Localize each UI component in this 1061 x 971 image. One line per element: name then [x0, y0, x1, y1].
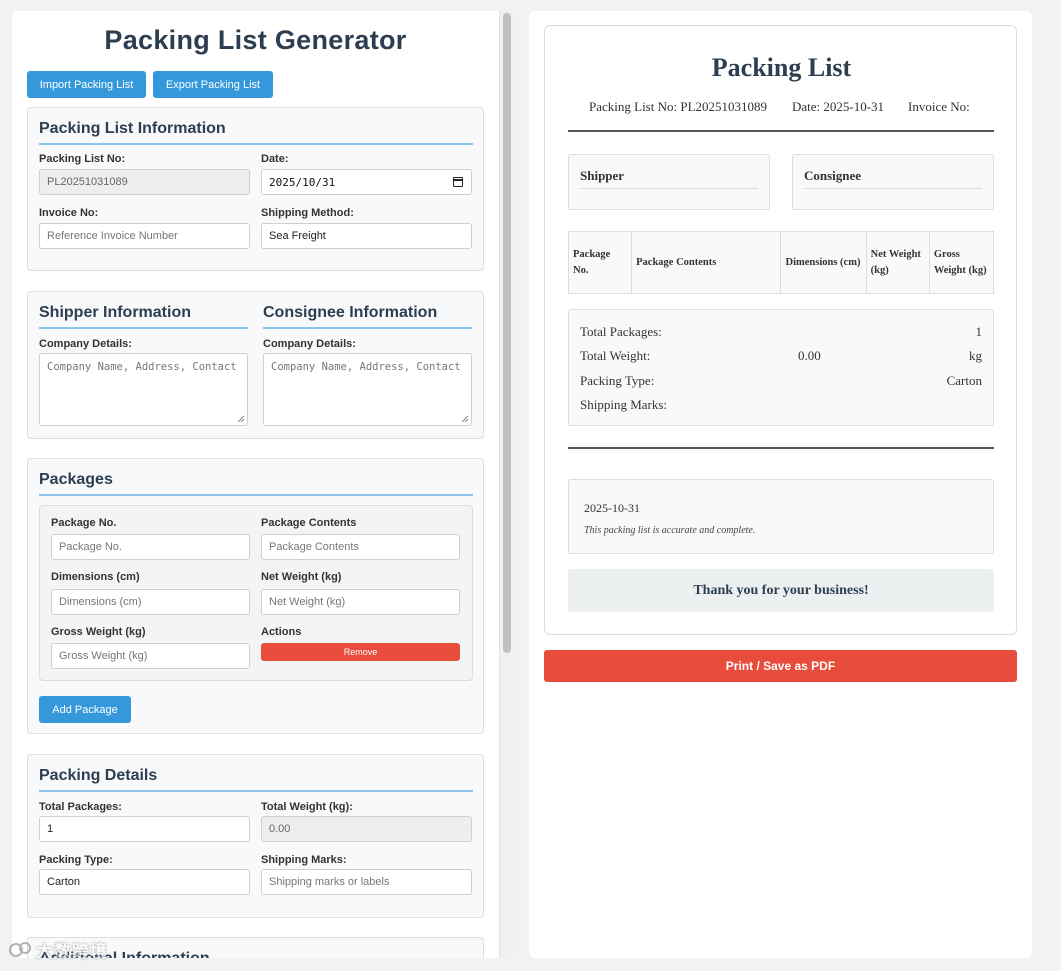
invoice-label: Invoice No:: [39, 207, 99, 219]
footer-note: This packing list is accurate and comple…: [584, 525, 756, 536]
page-title: Packing List Generator: [104, 25, 407, 55]
scrollbar-thumb[interactable]: [503, 13, 511, 653]
summary-packing-type-value: Carton: [946, 373, 982, 388]
calendar-icon[interactable]: [453, 177, 463, 187]
table-header: Dimensions (cm): [780, 231, 867, 294]
table-header: Net Weight (kg): [865, 231, 930, 294]
consignee-company-placeholder: Company Name, Address, Contact: [271, 361, 461, 373]
document-invoice: Invoice No:: [908, 99, 970, 114]
editor-scroll-area: Packing List Generator Import Packing Li…: [12, 11, 499, 958]
table-header: Package No.: [567, 231, 633, 294]
net-weight-label: Net Weight (kg): [261, 571, 342, 583]
import-button[interactable]: Import Packing List: [27, 71, 146, 98]
packages-section: Packages Package No. Package No. Package…: [27, 458, 484, 734]
net-weight-field[interactable]: Net Weight (kg): [261, 589, 460, 615]
actions-label: Actions: [261, 626, 302, 638]
document-title: Packing List: [711, 53, 852, 82]
divider: [568, 447, 994, 449]
consignee-company-textarea[interactable]: Company Name, Address, Contact: [263, 353, 472, 426]
summary-total-weight-unit: kg: [969, 348, 982, 363]
thank-you-banner: Thank you for your business!: [568, 569, 994, 612]
total-weight-field[interactable]: 0.00: [261, 816, 472, 842]
watermark: 大数跨境: [8, 937, 108, 962]
export-button[interactable]: Export Packing List: [153, 71, 273, 98]
packing-no-label: Packing List No:: [39, 153, 126, 165]
footer-date: 2025-10-31: [584, 501, 640, 515]
print-button[interactable]: Print / Save as PDF: [544, 650, 1017, 682]
dimensions-field[interactable]: Dimensions (cm): [51, 589, 250, 615]
packing-details-section: Packing Details Total Packages: 1 Total …: [27, 754, 484, 918]
consignee-heading: Consignee: [804, 168, 862, 183]
parties-section: Shipper Information Consignee Informatio…: [27, 291, 484, 439]
packing-no-field[interactable]: PL20251031089: [39, 169, 250, 195]
packing-list-document: Packing List Packing List No: PL20251031…: [544, 25, 1017, 635]
gross-weight-label: Gross Weight (kg): [51, 626, 146, 638]
summary-total-packages-label: Total Packages:: [580, 324, 662, 339]
scrollbar[interactable]: [499, 11, 514, 958]
section-title: Packing List Information: [39, 120, 473, 145]
summary-total-weight-value: 0.00: [798, 348, 821, 363]
shipping-method-label: Shipping Method:: [261, 207, 354, 219]
summary-box: Total Packages: 1 Total Weight: 0.00 kg …: [568, 309, 994, 426]
section-title: Packages: [39, 471, 473, 496]
table-header: Gross Weight (kg): [928, 231, 995, 294]
divider: [568, 130, 994, 132]
date-value: 2025/10/31: [269, 175, 336, 189]
summary-shipping-marks-label: Shipping Marks:: [580, 397, 668, 412]
shipping-marks-field[interactable]: Shipping marks or labels: [261, 869, 472, 895]
packages-table: Package No. Package Contents Dimensions …: [567, 231, 995, 294]
watermark-text: 大数跨境: [36, 942, 108, 961]
summary-packing-type-label: Packing Type:: [580, 373, 655, 388]
dimensions-label: Dimensions (cm): [51, 571, 140, 583]
consignee-section-title: Consignee Information: [263, 304, 472, 329]
package-contents-label: Package Contents: [261, 517, 357, 529]
total-packages-field[interactable]: 1: [39, 816, 250, 842]
section-title: Additional Information: [39, 950, 473, 958]
shipper-company-label: Company Details:: [39, 338, 132, 350]
invoice-field[interactable]: Reference Invoice Number: [39, 223, 250, 249]
resize-grip-icon[interactable]: [237, 415, 245, 423]
total-packages-label: Total Packages:: [39, 801, 122, 813]
package-no-label: Package No.: [51, 517, 117, 529]
shipper-company-placeholder: Company Name, Address, Contact: [47, 361, 237, 373]
divider: [804, 188, 982, 189]
packing-type-field[interactable]: Carton: [39, 869, 250, 895]
packing-info-section: Packing List Information Packing List No…: [27, 107, 484, 271]
summary-total-packages-value: 1: [975, 324, 983, 339]
document-number: Packing List No: PL20251031089: [589, 99, 768, 114]
date-label: Date:: [261, 153, 289, 165]
summary-total-weight-label: Total Weight:: [580, 348, 651, 363]
shipper-heading: Shipper: [580, 168, 625, 183]
section-title: Packing Details: [39, 767, 473, 792]
editor-panel: Packing List Generator Import Packing Li…: [12, 11, 514, 958]
consignee-box: Consignee: [792, 154, 994, 210]
watermark-logo-icon: [9, 941, 31, 957]
date-field[interactable]: 2025/10/31: [261, 169, 472, 195]
signature-box: 2025-10-31 This packing list is accurate…: [568, 479, 994, 554]
consignee-company-label: Company Details:: [263, 338, 356, 350]
remove-package-button[interactable]: Remove: [261, 643, 460, 661]
preview-panel: Packing List Packing List No: PL20251031…: [529, 11, 1032, 958]
gross-weight-field[interactable]: Gross Weight (kg): [51, 643, 250, 669]
additional-info-section: Additional Information: [27, 937, 484, 958]
document-date: Date: 2025-10-31: [792, 99, 885, 114]
shipper-company-textarea[interactable]: Company Name, Address, Contact: [39, 353, 248, 426]
packing-type-label: Packing Type:: [39, 854, 113, 866]
divider: [580, 188, 758, 189]
add-package-button[interactable]: Add Package: [39, 696, 131, 723]
shipper-section-title: Shipper Information: [39, 304, 248, 329]
shipping-method-field[interactable]: Sea Freight: [261, 223, 472, 249]
package-no-field[interactable]: Package No.: [51, 534, 250, 560]
resize-grip-icon[interactable]: [461, 415, 469, 423]
package-item: Package No. Package No. Package Contents…: [39, 505, 473, 681]
shipping-marks-label: Shipping Marks:: [261, 854, 347, 866]
total-weight-label: Total Weight (kg):: [261, 801, 353, 813]
shipper-box: Shipper: [568, 154, 770, 210]
table-header: Package Contents: [631, 231, 782, 294]
package-contents-field[interactable]: Package Contents: [261, 534, 460, 560]
